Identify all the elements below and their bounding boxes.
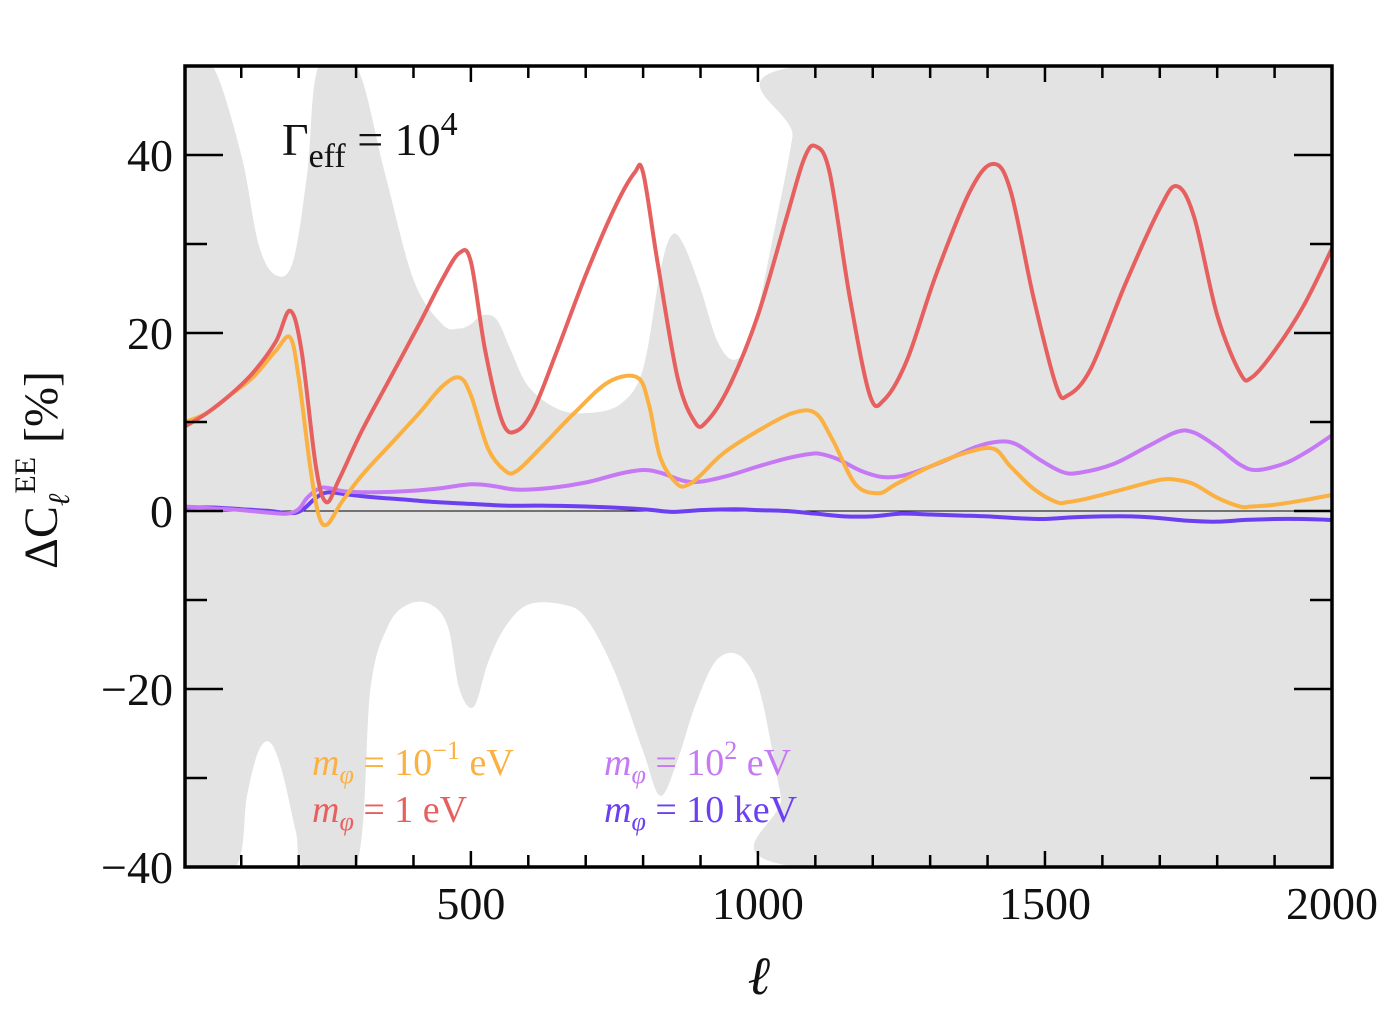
- legend-m100-sub: φ: [631, 760, 645, 789]
- gamma-annotation: Γeff = 104: [282, 106, 458, 175]
- gamma-subscript: eff: [309, 138, 347, 175]
- y-axis-title: ΔCℓEE [%]: [9, 371, 76, 569]
- gamma-symbol: Γ: [282, 114, 309, 165]
- legend-m1-m: m: [312, 789, 339, 831]
- legend-entry-m100: mφ = 102 eV: [604, 736, 792, 789]
- legend-entry-m1: mφ = 1 eV: [312, 789, 468, 836]
- legend-m10kev-sub: φ: [631, 807, 645, 836]
- x-axis-title: ℓ: [748, 946, 771, 1006]
- x-tick-label: 1000: [712, 878, 804, 929]
- series-m-0p1ev-line: [185, 334, 1332, 528]
- legend: mφ = 10−1 eV mφ = 1 eV mφ = 102 eV mφ = …: [312, 736, 798, 836]
- y-tick-label: 20: [127, 308, 173, 359]
- plot-frame: [183, 64, 1334, 869]
- gamma-exponent: 4: [441, 106, 458, 143]
- ticks-layer: [185, 66, 1332, 867]
- tick-labels-layer: 500 1000 1500 2000 −40 −20 0 20 40: [101, 130, 1378, 929]
- legend-m100-rhs: = 10: [646, 742, 724, 784]
- y-axis-title-unit: [%]: [15, 371, 68, 443]
- y-axis-title-sup: EE: [9, 457, 42, 494]
- legend-m01-rhs: = 10: [354, 742, 432, 784]
- x-tick-label: 500: [436, 878, 505, 929]
- gamma-value: = 10: [346, 114, 441, 165]
- legend-m100-tail: eV: [737, 742, 791, 784]
- y-axis-title-sub: ℓ: [43, 493, 76, 506]
- legend-m01-tail: eV: [460, 742, 514, 784]
- y-axis-title-base: ΔC: [15, 506, 68, 569]
- y-tick-label: −20: [101, 664, 173, 715]
- legend-m100-m: m: [604, 742, 631, 784]
- legend-m01-sub: φ: [339, 760, 353, 789]
- series-layer: [185, 143, 1332, 528]
- legend-m1-rhs: = 1 eV: [354, 789, 468, 831]
- legend-entry-m10kev: mφ = 10 keV: [604, 789, 798, 836]
- legend-entry-m01: mφ = 10−1 eV: [312, 736, 514, 789]
- x-tick-label: 1500: [999, 878, 1091, 929]
- y-tick-label: −40: [101, 842, 173, 893]
- series-m-1ev-line: [185, 143, 1332, 505]
- legend-m100-sup: 2: [724, 736, 737, 765]
- y-tick-label: 0: [150, 486, 173, 537]
- legend-m10kev-m: m: [604, 789, 631, 831]
- series-m-10kev-line: [185, 490, 1332, 524]
- series-m-100ev-line: [185, 428, 1332, 516]
- legend-m01-m: m: [312, 742, 339, 784]
- legend-m10kev-rhs: = 10 keV: [646, 789, 798, 831]
- plot-area: [185, 66, 1332, 867]
- legend-m1-sub: φ: [339, 807, 353, 836]
- legend-m01-sup: −1: [432, 736, 460, 765]
- x-tick-label: 2000: [1286, 878, 1378, 929]
- y-tick-label: 40: [127, 130, 173, 181]
